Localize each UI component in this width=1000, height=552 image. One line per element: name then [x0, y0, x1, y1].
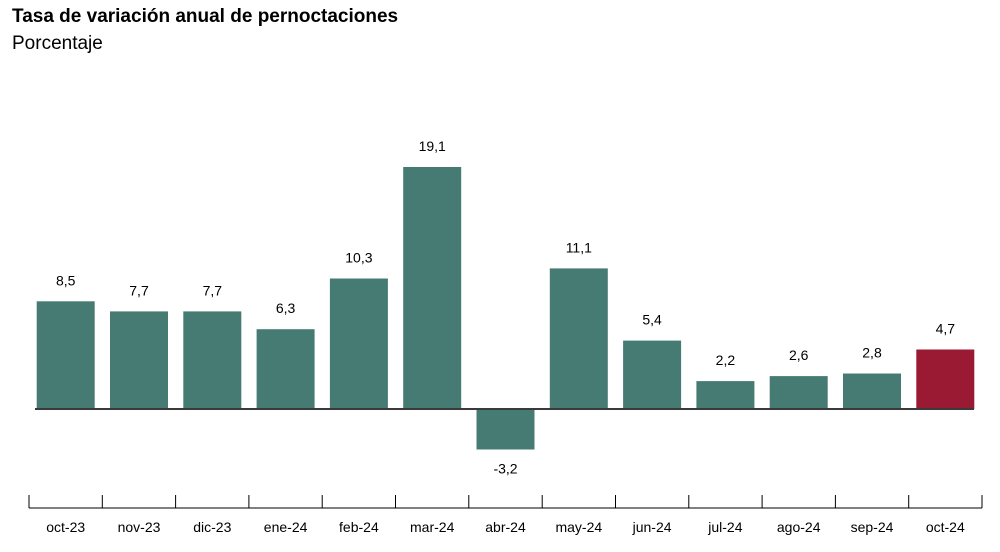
data-label-abr-24: -3,2: [493, 461, 517, 477]
data-label-ene-24: 6,3: [276, 300, 296, 316]
x-tick-label-mar-24: mar-24: [410, 519, 455, 535]
data-label-jun-24: 5,4: [642, 312, 662, 328]
bar-oct-23: [36, 301, 95, 409]
x-tick-label-may-24: may-24: [555, 519, 602, 535]
bar-mar-24: [403, 167, 462, 409]
x-tick-label-feb-24: feb-24: [339, 519, 379, 535]
x-tick-label-abr-24: abr-24: [485, 519, 526, 535]
data-label-sep-24: 2,8: [862, 345, 882, 361]
bar-nov-23: [110, 311, 168, 409]
data-label-jul-24: 2,2: [716, 352, 736, 368]
data-label-dic-23: 7,7: [203, 282, 223, 298]
data-label-may-24: 11,1: [566, 239, 592, 255]
data-labels-group: 8,5 7,7 7,7 6,3 10,3 19,1 -3,2 11,1 5,4 2,2 2,6 2,8…: [56, 138, 955, 477]
x-tick-label-jul-24: jul-24: [707, 519, 742, 535]
bars-group: [36, 167, 975, 450]
x-tick-label-dic-23: dic-23: [193, 519, 231, 535]
bar-sep-24: [843, 373, 901, 409]
x-tick-label-oct-23: oct-23: [46, 519, 85, 535]
data-label-feb-24: 10,3: [345, 250, 372, 266]
x-tick-label-nov-23: nov-23: [118, 519, 161, 535]
bar-may-24: [549, 268, 608, 409]
bar-dic-23: [183, 311, 242, 409]
x-tick-label-sep-24: sep-24: [851, 519, 894, 535]
chart-subtitle: Porcentaje: [12, 33, 103, 54]
bar-jun-24: [623, 340, 682, 409]
x-tick-label-ene-24: ene-24: [264, 519, 308, 535]
bar-oct-24: [916, 349, 975, 409]
data-label-ago-24: 2,6: [789, 347, 809, 363]
x-tick-label-oct-24: oct-24: [926, 519, 965, 535]
x-tick-label-jun-24: jun-24: [632, 519, 672, 535]
chart-title: Tasa de variación anual de pernoctacione…: [12, 6, 399, 27]
bar-ene-24: [256, 329, 315, 409]
data-label-oct-23: 8,5: [56, 272, 76, 288]
data-label-oct-24: 4,7: [936, 321, 956, 337]
x-axis: oct-23 nov-23 dic-23 ene-24 feb-24 mar-24 abr-…: [28, 495, 983, 535]
data-label-nov-23: 7,7: [129, 282, 149, 298]
bar-feb-24: [329, 278, 388, 409]
data-label-mar-24: 19,1: [419, 138, 446, 154]
bar-abr-24: [476, 409, 535, 450]
bar-ago-24: [769, 376, 828, 409]
x-tick-label-ago-24: ago-24: [777, 519, 821, 535]
bar-jul-24: [696, 381, 755, 409]
